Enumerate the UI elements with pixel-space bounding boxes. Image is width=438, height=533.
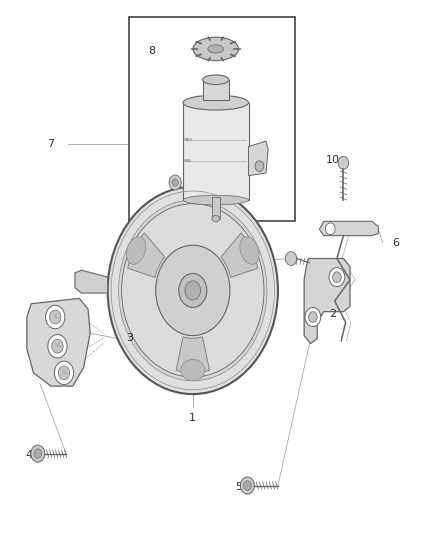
Text: 7: 7 [47,139,54,149]
Bar [212,197,220,219]
Text: 3: 3 [126,333,133,343]
Circle shape [305,308,321,327]
Text: 9: 9 [235,256,242,266]
Ellipse shape [193,37,238,61]
Bar [130,17,295,221]
Circle shape [240,477,254,494]
Ellipse shape [240,237,259,264]
Ellipse shape [183,95,248,110]
Ellipse shape [208,45,224,53]
Polygon shape [304,259,350,344]
Circle shape [31,445,45,462]
Circle shape [244,481,251,490]
Text: 2: 2 [329,309,336,319]
Polygon shape [203,80,229,100]
Ellipse shape [212,215,220,222]
Polygon shape [319,221,378,236]
Circle shape [54,361,74,384]
Circle shape [325,223,335,235]
Circle shape [185,281,201,300]
Polygon shape [176,337,209,373]
Text: 10: 10 [325,155,339,165]
Circle shape [172,179,178,186]
Circle shape [34,449,42,458]
Circle shape [155,245,230,336]
Circle shape [119,200,267,381]
Polygon shape [127,233,165,278]
Circle shape [122,204,264,377]
Text: 5: 5 [235,482,242,492]
Circle shape [169,175,181,190]
Text: 6: 6 [392,238,399,247]
Text: MIN: MIN [184,159,191,163]
Text: 4: 4 [25,450,33,460]
Circle shape [308,312,317,322]
Circle shape [332,272,341,282]
Circle shape [48,335,67,358]
Text: 1: 1 [189,413,196,423]
Circle shape [286,252,297,265]
Circle shape [49,310,61,324]
Ellipse shape [127,237,146,264]
Circle shape [108,187,278,394]
Ellipse shape [183,195,248,205]
Text: 8: 8 [148,46,155,56]
Polygon shape [248,141,268,176]
Ellipse shape [203,75,229,85]
Polygon shape [27,298,90,386]
Circle shape [58,366,70,379]
Ellipse shape [181,360,205,381]
Circle shape [46,305,65,329]
Polygon shape [75,270,108,293]
Circle shape [179,273,207,308]
Text: MAX: MAX [184,138,193,142]
Polygon shape [221,233,258,278]
Polygon shape [183,103,248,200]
Circle shape [338,157,349,169]
Circle shape [255,161,264,172]
Circle shape [329,268,345,287]
Circle shape [52,340,63,353]
